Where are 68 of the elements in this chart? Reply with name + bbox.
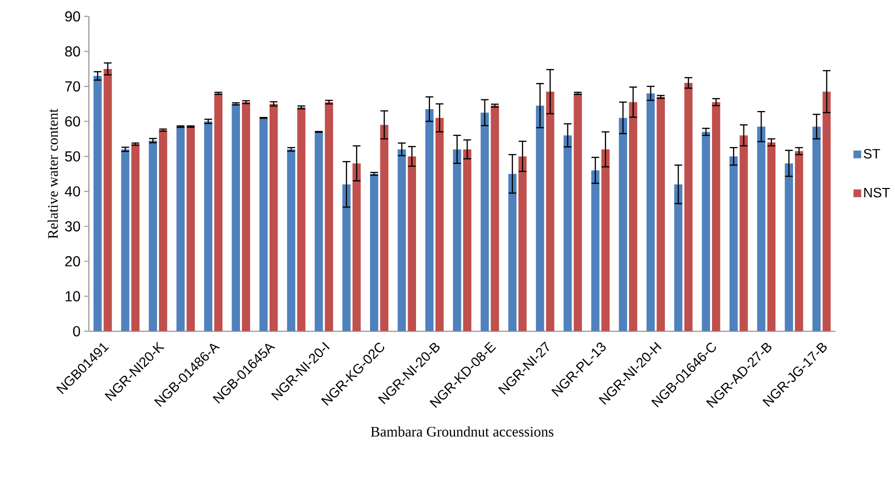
- bar: [712, 102, 720, 332]
- bar: [629, 102, 638, 332]
- bar: [370, 174, 378, 332]
- y-tick-label: 80: [65, 46, 80, 57]
- bar: [297, 108, 306, 332]
- bar: [398, 150, 406, 332]
- bar: [148, 140, 158, 332]
- bar: [242, 102, 250, 332]
- bar: [518, 156, 527, 332]
- bar: [740, 136, 748, 332]
- bar: [408, 156, 416, 332]
- bar: [342, 184, 351, 332]
- bar: [767, 142, 776, 332]
- y-tick-label: 90: [65, 12, 80, 22]
- bar: [287, 150, 296, 332]
- y-tick-label: 0: [73, 326, 80, 337]
- bar: [729, 156, 738, 332]
- bar: [757, 126, 766, 332]
- bar: [270, 104, 278, 332]
- bar: [574, 94, 582, 332]
- legend-label: NST: [864, 188, 890, 198]
- bar: [214, 94, 222, 332]
- bar: [352, 164, 361, 332]
- bar: [94, 76, 102, 332]
- bar: [674, 184, 682, 332]
- bar: [822, 92, 831, 332]
- bar: [131, 144, 140, 332]
- bar: [656, 97, 665, 332]
- bar: [176, 126, 185, 332]
- bar: [232, 104, 240, 332]
- bar: [425, 109, 434, 332]
- bar: [204, 122, 212, 332]
- bar: [452, 150, 462, 332]
- bar: [480, 112, 489, 332]
- y-tick-label: 70: [65, 81, 80, 92]
- y-tick-label: 60: [65, 116, 80, 127]
- bar: [186, 126, 195, 332]
- bar: [380, 125, 388, 332]
- bar: [794, 151, 804, 332]
- bar: [463, 150, 472, 332]
- bar: [618, 118, 628, 332]
- bar: [784, 164, 794, 332]
- bar: [508, 174, 516, 332]
- bar: [435, 118, 444, 332]
- y-tick-label: 50: [65, 151, 80, 162]
- y-tick-label: 10: [66, 291, 80, 302]
- bar: [564, 136, 572, 332]
- bar: [104, 69, 112, 332]
- bar: [121, 150, 130, 332]
- bar: [646, 94, 655, 332]
- bar: [702, 132, 710, 332]
- bar: [314, 132, 323, 332]
- bar: [812, 126, 821, 332]
- x-axis-title: Bambara Groundnut accessions: [370, 426, 554, 437]
- bar: [536, 106, 544, 332]
- y-tick-label: 20: [65, 256, 80, 267]
- bar: [546, 92, 554, 332]
- bar: [324, 102, 334, 332]
- y-tick-label: 40: [64, 186, 80, 197]
- bar: [684, 83, 693, 332]
- bar: [158, 130, 168, 332]
- bar: [601, 150, 610, 332]
- bar: [591, 170, 600, 332]
- bar: [490, 106, 499, 332]
- y-tick-label: 30: [65, 221, 80, 232]
- legend-label: ST: [864, 149, 880, 159]
- y-axis-title: Relative water content: [48, 108, 58, 239]
- bar: [259, 118, 268, 332]
